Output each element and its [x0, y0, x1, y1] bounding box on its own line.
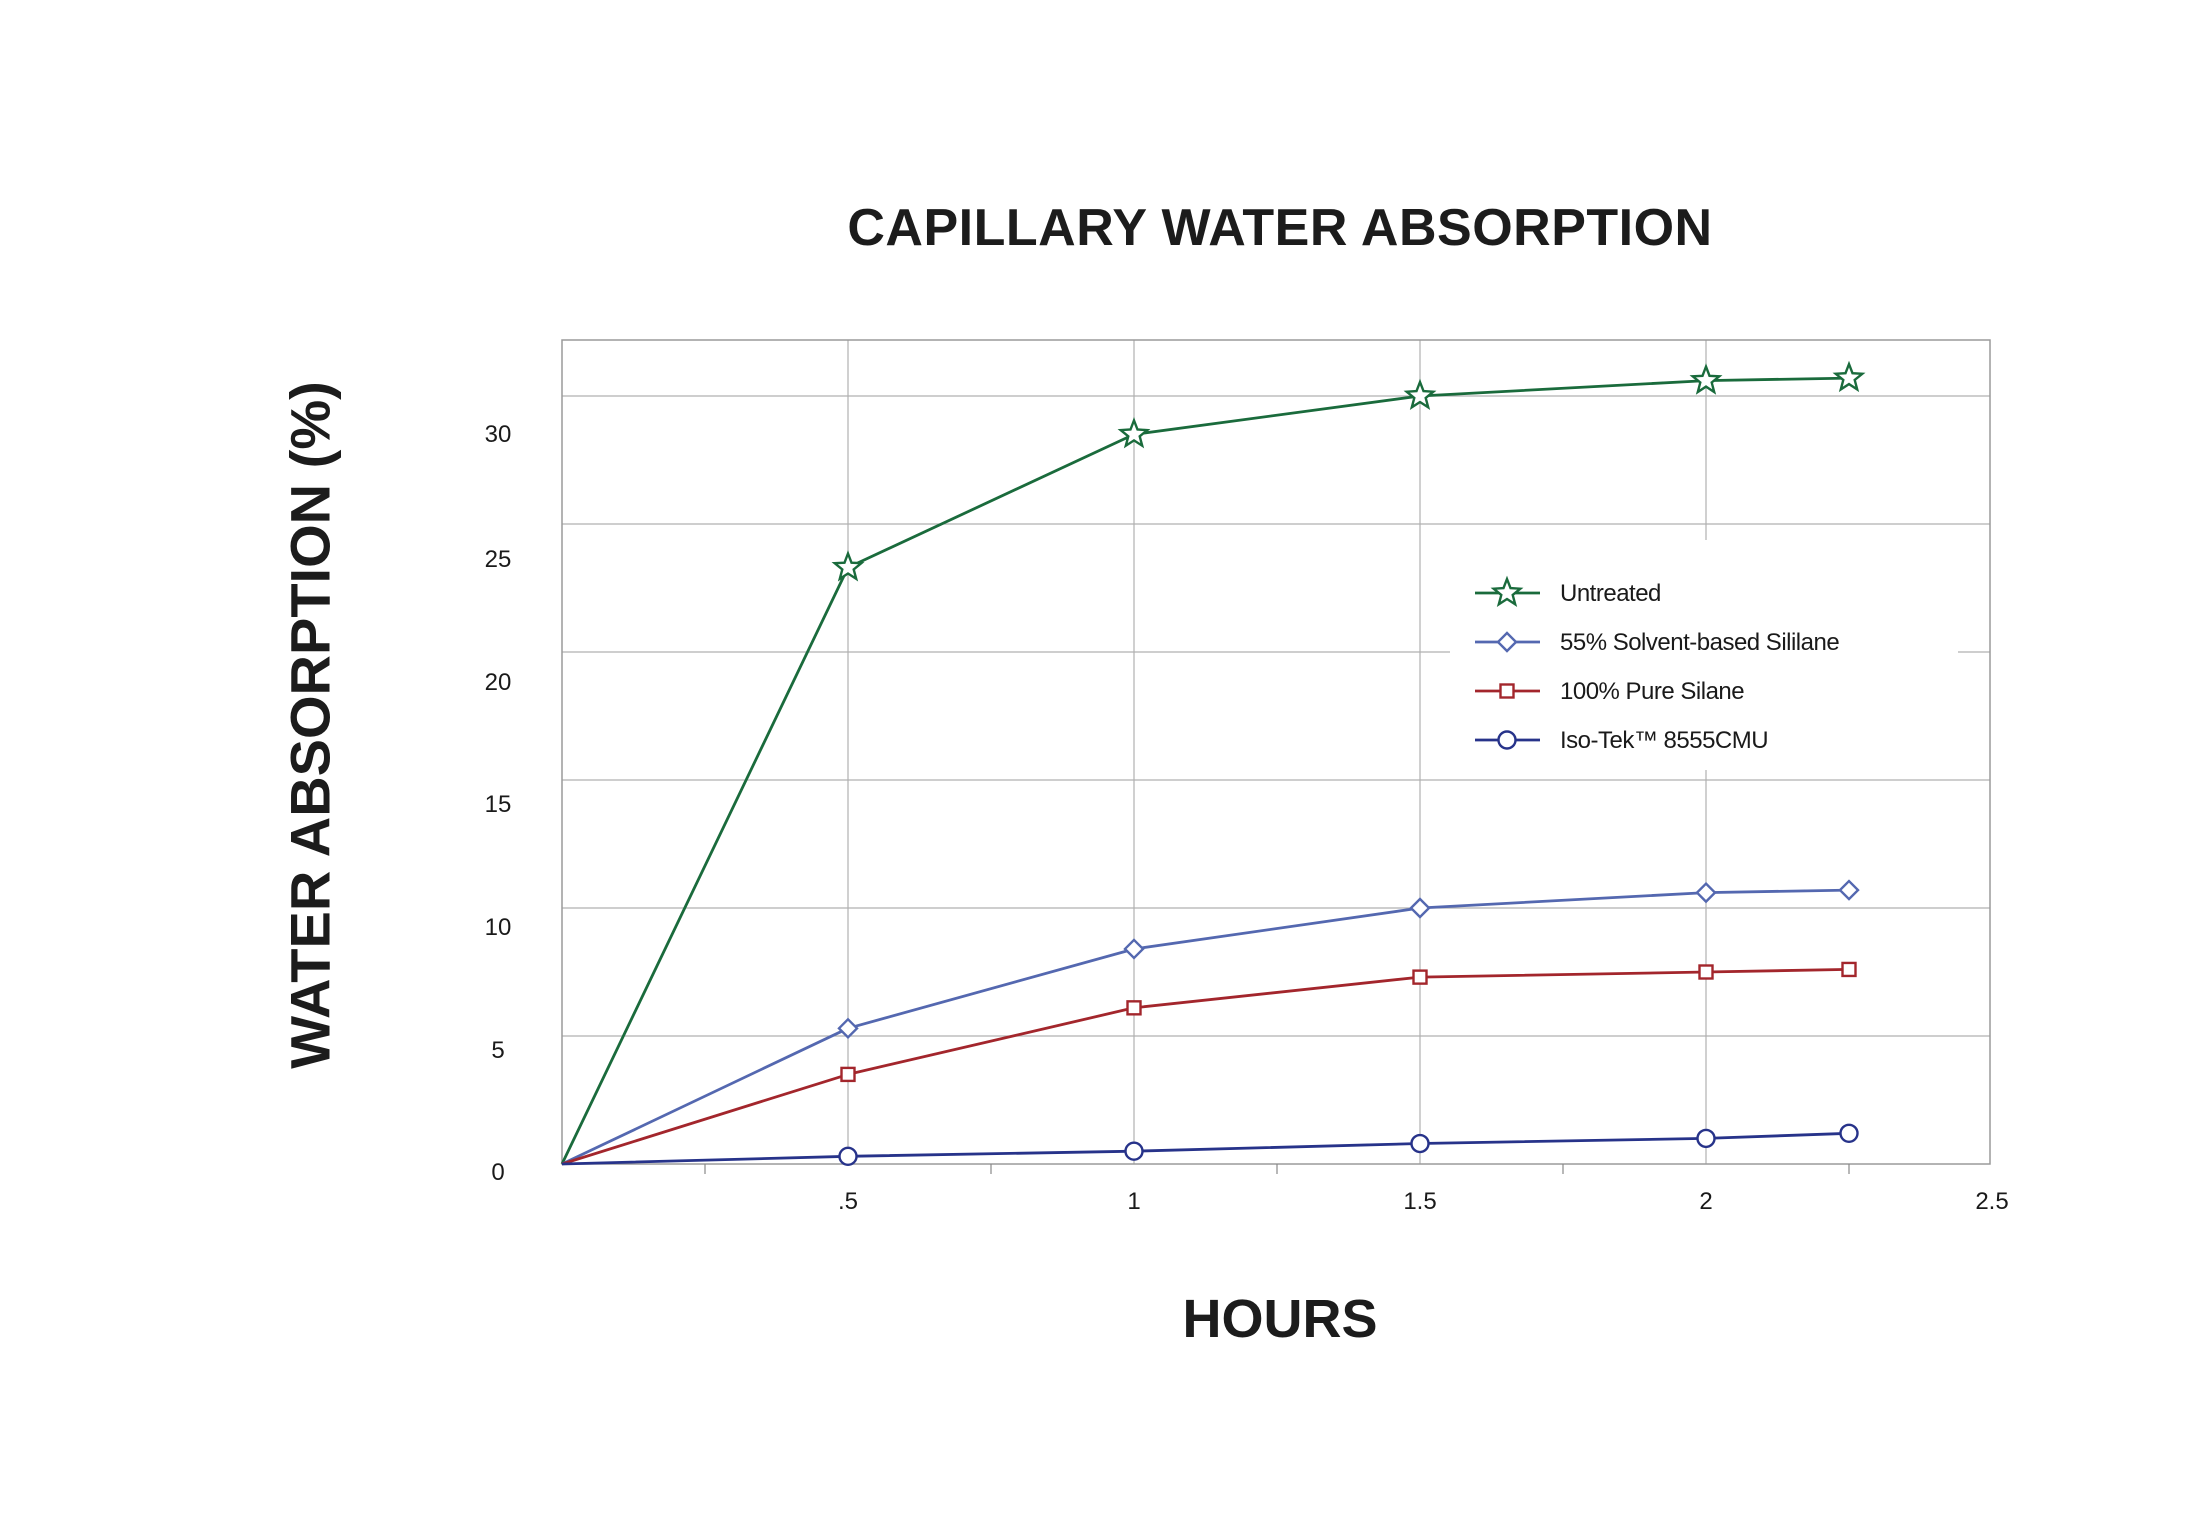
legend-label-2: 100% Pure Silane: [1560, 678, 1744, 705]
series-line-2: [561, 968, 1850, 1166]
legend-box: [1450, 540, 1958, 770]
data-point-star: [1832, 360, 1866, 393]
data-point-star: [831, 550, 865, 582]
series-line-1: [561, 888, 1850, 1166]
y-tick-label: 30: [485, 421, 512, 448]
legend-label-1: 55% Solvent-based Sililane: [1560, 629, 1839, 656]
data-point-square: [1412, 969, 1428, 985]
data-point-square: [840, 1066, 856, 1083]
x-tick-label: 2.5: [1975, 1188, 2008, 1215]
data-point-square: [1698, 964, 1714, 980]
data-point-circle: [1124, 1141, 1144, 1161]
x-tick-label: 2: [1699, 1188, 1712, 1215]
data-point-circle: [1696, 1128, 1716, 1149]
data-point-diamond: [1123, 938, 1145, 960]
x-tick-label: .5: [838, 1188, 858, 1215]
legend-label-0: Untreated: [1560, 580, 1661, 607]
series-line-3: [561, 1131, 1850, 1166]
x-tick-label: 1: [1127, 1188, 1140, 1215]
data-point-star: [1689, 363, 1723, 395]
y-tick-label: 15: [485, 791, 512, 818]
x-axis-title: HOURS: [1182, 1289, 1378, 1349]
series-line-0: [560, 376, 1850, 1165]
data-point-circle: [838, 1146, 858, 1167]
axes: [561, 339, 1991, 1174]
data-point-diamond: [1838, 879, 1860, 901]
legend-marker-star: [1490, 575, 1524, 607]
plot-frame: [561, 339, 1991, 1165]
x-tick-label: 1.5: [1403, 1188, 1436, 1215]
data-point-circle: [1839, 1123, 1859, 1143]
data-point-circle: [1410, 1133, 1430, 1154]
data-point-diamond: [837, 1017, 859, 1040]
tick-labels: .5 1 1.5 2 2.5 0 5 10 15 20 25 30: [485, 421, 2009, 1215]
y-tick-label: 25: [485, 546, 512, 573]
data-point-square: [1841, 961, 1857, 978]
data-point-square: [1126, 1000, 1142, 1016]
legend-marker-diamond: [1496, 631, 1518, 653]
data-point-diamond: [1695, 881, 1717, 904]
data-point-star: [1117, 417, 1151, 449]
data-point-star: [1403, 378, 1437, 410]
series-lines: [560, 376, 1850, 1166]
legend-marker-circle: [1497, 730, 1517, 750]
chart-title: CAPILLARY WATER ABSORPTION: [847, 199, 1713, 257]
legend-label-3: Iso-Tek™ 8555CMU: [1560, 727, 1768, 754]
series-markers: [831, 360, 1866, 1167]
y-tick-label: 5: [491, 1037, 504, 1064]
y-tick-label: 10: [485, 914, 512, 941]
legend: Untreated 55% Solvent-based Sililane 100% …: [1450, 540, 1958, 770]
y-tick-label: 20: [485, 669, 512, 696]
y-tick-label: 0: [491, 1159, 504, 1186]
legend-marker-square: [1499, 683, 1515, 699]
data-point-diamond: [1409, 897, 1431, 919]
